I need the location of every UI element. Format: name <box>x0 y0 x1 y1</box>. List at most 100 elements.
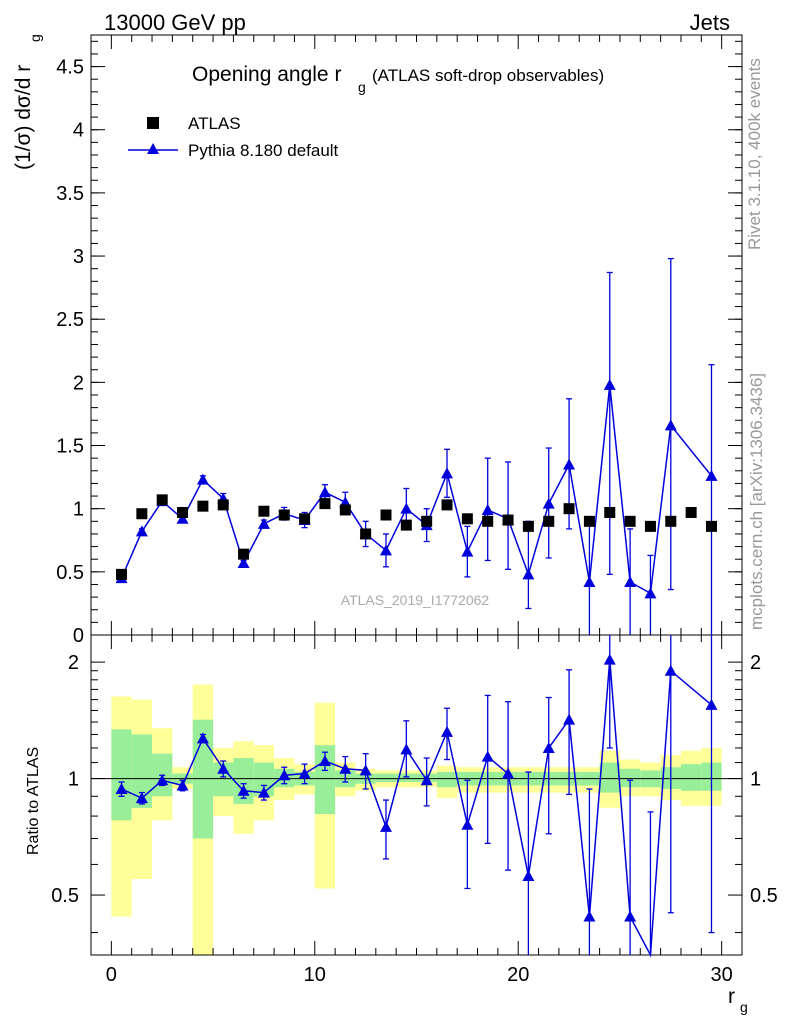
main-point <box>196 473 209 485</box>
atlas-point <box>156 494 168 506</box>
rivet-label: Rivet 3.1.10, 400k events <box>745 58 764 250</box>
ratio-points <box>115 653 718 922</box>
energy-label: 13000 GeV pp <box>104 10 246 35</box>
analysis-watermark: ATLAS_2019_I1772062 <box>341 592 490 608</box>
pythia-points <box>115 378 718 599</box>
ratio-point <box>257 786 270 798</box>
ratio-y-axis: 0.5 0.5 1 1 2 2 <box>51 652 778 934</box>
ratio-ylabel: Ratio to ATLAS <box>25 747 42 855</box>
main-ytick-label: 0.5 <box>56 562 84 584</box>
ratio-ytick-label-right: 1 <box>750 769 761 791</box>
atlas-point <box>299 513 311 525</box>
main-ytick-label: 3.5 <box>56 183 84 205</box>
ratio-point <box>359 764 372 776</box>
atlas-point <box>543 515 555 527</box>
atlas-points <box>116 494 717 580</box>
ratio-point <box>664 664 677 676</box>
ratio-ytick-label: 2 <box>68 652 79 674</box>
ratio-ytick-label: 1 <box>68 769 79 791</box>
ratio-point <box>502 767 515 779</box>
atlas-point <box>217 499 229 511</box>
xlabel: r <box>728 985 735 1008</box>
ratio-ytick-label-right: 2 <box>750 652 761 674</box>
atlas-point <box>522 520 534 532</box>
atlas-point <box>563 503 575 515</box>
atlas-point <box>136 508 148 520</box>
ratio-point <box>420 774 433 786</box>
atlas-point <box>583 515 595 527</box>
main-point <box>563 458 576 470</box>
atlas-point <box>380 509 392 521</box>
ratio-ytick-label-right: 0.5 <box>750 885 778 907</box>
ratio-point <box>196 732 209 744</box>
band-green <box>619 768 641 788</box>
band-green <box>599 762 620 793</box>
atlas-point <box>258 505 270 517</box>
band-green <box>375 773 397 782</box>
atlas-point <box>685 506 697 518</box>
ratio-point <box>461 818 474 830</box>
atlas-point <box>339 504 351 516</box>
atlas-point <box>197 500 209 512</box>
band-green <box>233 758 254 804</box>
xlabel-sub: g <box>740 999 748 1015</box>
ratio-point <box>603 653 616 665</box>
main-ytick-label: 1 <box>73 499 84 521</box>
atlas-point <box>624 515 636 527</box>
ratio-point <box>705 698 718 710</box>
main-point <box>441 467 454 479</box>
main-point <box>583 575 596 587</box>
ratio-point <box>176 779 189 791</box>
atlas-point <box>441 499 453 511</box>
main-ytick-label: 4 <box>73 120 84 142</box>
main-ytick-label: 1.5 <box>56 436 84 458</box>
band-green <box>131 734 153 808</box>
ratio-point <box>563 713 576 725</box>
ratio-point <box>400 743 413 755</box>
atlas-point <box>482 515 494 527</box>
ratio-errorbars <box>118 635 715 955</box>
ratio-point <box>583 910 596 922</box>
main-point <box>400 502 413 514</box>
main-point <box>257 517 270 529</box>
atlas-point <box>665 515 677 527</box>
main-point <box>379 544 392 556</box>
main-ytick-label: 2 <box>73 372 84 394</box>
atlas-point <box>319 498 331 510</box>
main-ytick-label: 0 <box>73 625 84 647</box>
ratio-ytick-label: 0.5 <box>51 885 79 907</box>
band-green <box>213 762 234 797</box>
ratio-point <box>115 782 128 794</box>
atlas-point <box>421 515 433 527</box>
main-ytick-label: 2.5 <box>56 309 84 331</box>
process-label: Jets <box>690 10 730 35</box>
ratio-point <box>135 792 148 804</box>
legend-atlas-marker <box>147 117 159 129</box>
ratio-xtick-label: 10 <box>304 964 326 986</box>
main-point <box>237 557 250 568</box>
main-panel: 0 0.5 1 1.5 2 2.5 3 3.5 4 4.5 ATLAS_2019_I1772062… <box>12 34 743 647</box>
atlas-point <box>116 568 128 580</box>
band-green <box>111 729 132 821</box>
main-ytick-label: 4.5 <box>56 57 84 79</box>
ratio-point <box>379 820 392 832</box>
main-point <box>522 568 535 580</box>
ratio-point <box>237 784 250 796</box>
atlas-point <box>502 514 514 526</box>
main-y-axis: 0 0.5 1 1.5 2 2.5 3 3.5 4 4.5 <box>56 40 742 647</box>
ratio-point <box>522 870 535 882</box>
main-point <box>135 525 148 537</box>
mcplots-label: mcplots.cern.ch [arXiv:1306.3436] <box>747 373 766 630</box>
main-ylabel-sub: g <box>27 34 43 42</box>
ratio-point <box>156 774 169 786</box>
main-point <box>644 587 657 599</box>
ratio-point <box>278 769 291 781</box>
atlas-point <box>644 520 656 532</box>
ratio-xtick-label: 0 <box>106 964 117 986</box>
ratio-point <box>298 767 311 779</box>
atlas-point <box>278 509 290 521</box>
ratio-point <box>339 762 352 774</box>
band-green <box>396 773 417 782</box>
main-point <box>318 486 331 498</box>
